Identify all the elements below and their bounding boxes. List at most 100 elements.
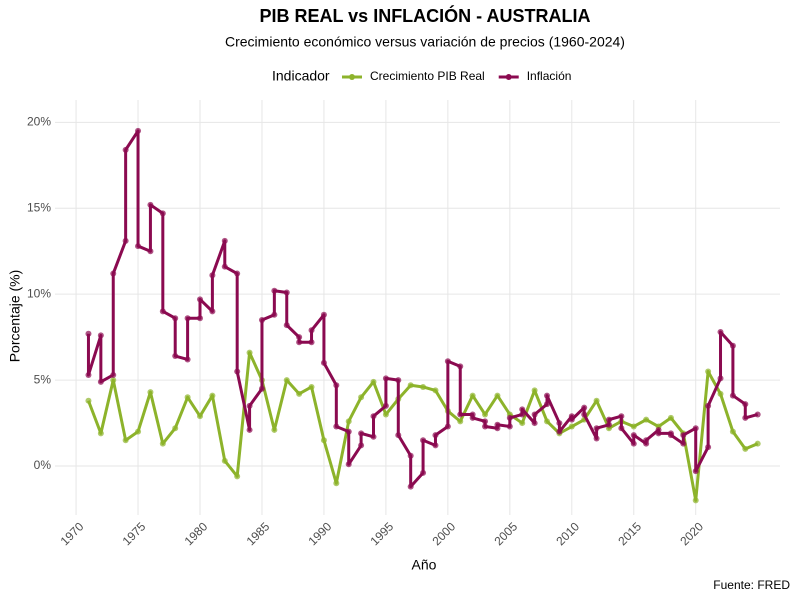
data-point xyxy=(159,210,166,217)
legend-swatch-point xyxy=(349,74,355,80)
data-point xyxy=(370,413,377,420)
data-point xyxy=(296,390,303,397)
data-point xyxy=(705,444,712,451)
data-point xyxy=(432,432,439,439)
data-point xyxy=(308,383,315,390)
data-point xyxy=(568,423,575,430)
data-point xyxy=(482,423,489,430)
data-point xyxy=(519,420,526,427)
data-point xyxy=(717,375,724,382)
data-point xyxy=(135,428,142,435)
data-point xyxy=(172,353,179,360)
data-point xyxy=(296,339,303,346)
data-point xyxy=(97,332,104,339)
data-point xyxy=(593,397,600,404)
data-point xyxy=(754,411,761,418)
data-point xyxy=(494,392,501,399)
data-point xyxy=(605,416,612,423)
data-point xyxy=(147,389,154,396)
x-tick-label: 1995 xyxy=(367,519,396,548)
data-point xyxy=(221,263,228,270)
data-point xyxy=(432,442,439,449)
data-point xyxy=(742,401,749,408)
data-point xyxy=(519,411,526,418)
y-tick-label: 10% xyxy=(27,286,51,300)
legend: Crecimiento PIB Real Inflación xyxy=(342,69,571,83)
data-point xyxy=(246,426,253,433)
data-point xyxy=(630,432,637,439)
data-point xyxy=(556,428,563,435)
data-point xyxy=(531,411,538,418)
legend-label: Crecimiento PIB Real xyxy=(370,69,485,83)
data-point xyxy=(382,375,389,382)
data-point xyxy=(221,237,228,244)
data-point xyxy=(420,383,427,390)
data-point xyxy=(234,473,241,480)
x-tick-label: 1980 xyxy=(182,519,211,548)
y-tick-label: 20% xyxy=(27,115,51,129)
data-point xyxy=(333,382,340,389)
data-point xyxy=(531,420,538,427)
x-axis-title: Año xyxy=(412,557,437,573)
data-point xyxy=(742,445,749,452)
data-point xyxy=(122,146,129,153)
data-point xyxy=(643,437,650,444)
data-point xyxy=(110,270,117,277)
data-point xyxy=(333,480,340,487)
data-point xyxy=(469,414,476,421)
data-point xyxy=(345,418,352,425)
data-point xyxy=(618,413,625,420)
data-point xyxy=(271,426,278,433)
data-point xyxy=(320,311,327,318)
x-tick-label: 2010 xyxy=(553,519,582,548)
data-point xyxy=(407,483,414,490)
x-tick-label: 2015 xyxy=(615,519,644,548)
data-point xyxy=(85,397,92,404)
data-point xyxy=(209,392,216,399)
x-tick-label: 2000 xyxy=(429,519,458,548)
data-point xyxy=(345,428,352,435)
data-point xyxy=(729,428,736,435)
data-point xyxy=(271,287,278,294)
data-point xyxy=(729,392,736,399)
data-point xyxy=(395,377,402,384)
data-point xyxy=(234,270,241,277)
data-point xyxy=(482,418,489,425)
data-point xyxy=(172,315,179,322)
x-tick-label: 2005 xyxy=(491,519,520,548)
data-point xyxy=(333,423,340,430)
data-point xyxy=(296,334,303,341)
data-point xyxy=(457,363,464,370)
data-point xyxy=(556,420,563,427)
data-point xyxy=(159,440,166,447)
data-point xyxy=(308,339,315,346)
y-tick-label: 5% xyxy=(34,372,52,386)
data-point xyxy=(358,430,365,437)
data-point xyxy=(605,421,612,428)
grid: 0% 5% 10% 15% 20% 1970 1975 1980 1985 1990 1995 200… xyxy=(27,100,780,548)
data-point xyxy=(197,413,203,420)
data-point xyxy=(382,411,389,418)
data-point xyxy=(320,437,327,444)
data-point xyxy=(395,432,402,439)
chart-title: PIB REAL vs INFLACIÓN - AUSTRALIA xyxy=(259,5,590,26)
data-point xyxy=(147,248,154,255)
x-tick-label: 1990 xyxy=(306,519,335,548)
data-point xyxy=(234,368,241,375)
data-point xyxy=(482,411,489,418)
data-point xyxy=(667,432,674,439)
data-point xyxy=(159,308,166,315)
data-point xyxy=(655,430,662,437)
data-point xyxy=(358,442,365,449)
data-point xyxy=(135,127,142,134)
data-point xyxy=(444,423,451,430)
data-point xyxy=(457,411,464,418)
data-point xyxy=(308,327,315,334)
data-point xyxy=(209,272,216,279)
data-point xyxy=(184,315,191,322)
data-point xyxy=(258,316,265,323)
data-point xyxy=(382,402,389,409)
data-point xyxy=(209,308,216,315)
caption: Fuente: FRED xyxy=(713,578,790,592)
